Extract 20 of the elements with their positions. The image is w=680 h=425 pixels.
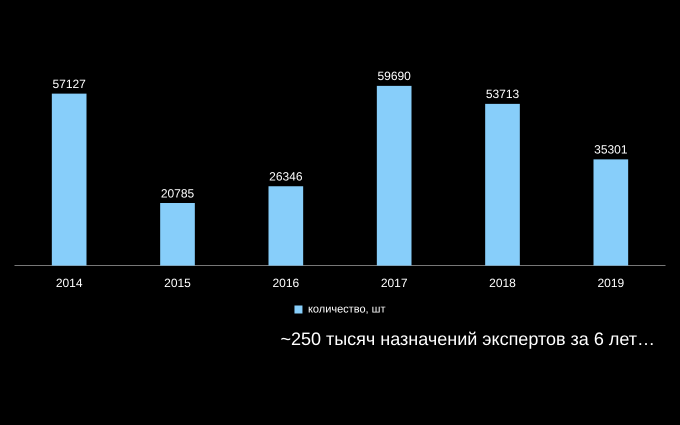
bar <box>52 94 86 266</box>
data-label: 20785 <box>160 186 195 200</box>
data-label: 35301 <box>594 142 628 157</box>
data-label: 53713 <box>486 87 520 102</box>
x-tick-label: 2017 <box>380 276 408 290</box>
x-tick-label: 2014 <box>56 276 83 290</box>
text: ~250 тысяч назначений экспертов за 6 лет… <box>280 328 655 349</box>
bar <box>376 86 412 266</box>
bar <box>268 186 304 266</box>
x-tick-label: 2018 <box>489 276 516 290</box>
bar <box>594 159 628 266</box>
bar <box>160 203 195 266</box>
legend-label: количество, шт <box>308 304 386 316</box>
x-tick-label: 2016 <box>272 276 300 290</box>
bar <box>485 104 520 266</box>
data-label: 59690 <box>377 69 412 84</box>
data-label: 57127 <box>52 76 86 91</box>
x-tick-label: 2019 <box>597 276 625 290</box>
x-tick-label: 2015 <box>164 276 192 290</box>
data-label: 26346 <box>269 170 303 184</box>
